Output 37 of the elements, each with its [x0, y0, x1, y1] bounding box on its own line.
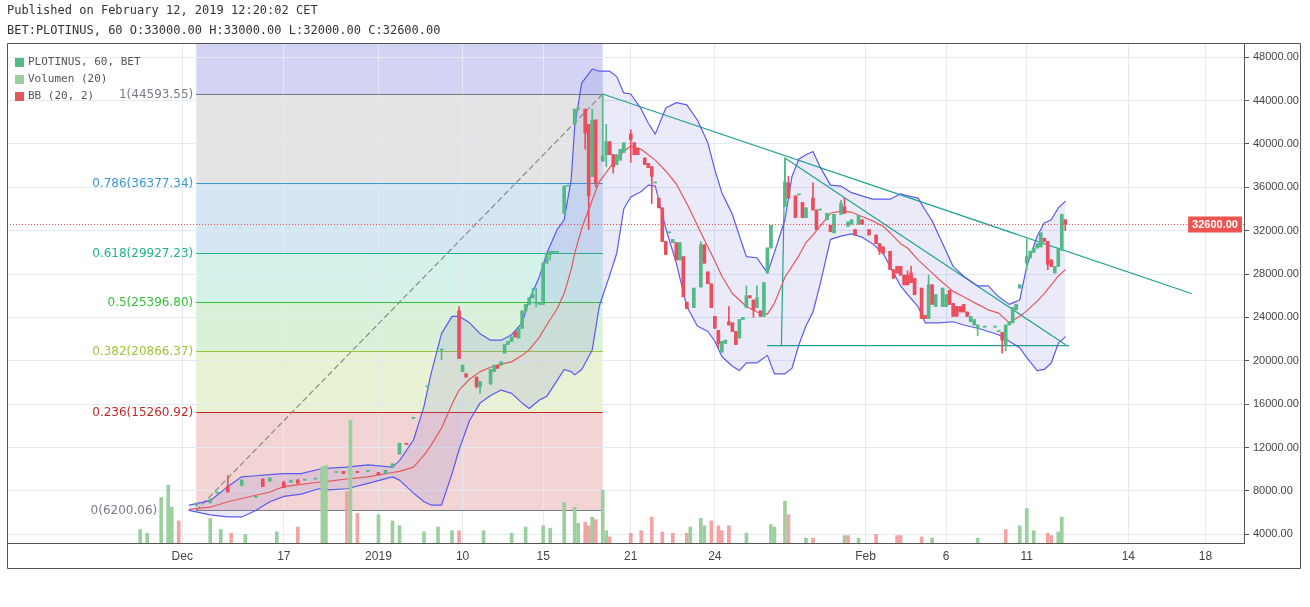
legend-label: PLOTINUS, 60, BET	[28, 54, 141, 68]
x-tick-label: 15	[536, 548, 551, 563]
y-tick-label: 4000.00	[1253, 527, 1293, 540]
ref-line-label: 0.236(15260.92)	[92, 404, 194, 419]
ref-line-label: 1(44593.55)	[118, 86, 194, 101]
x-tick-label: Dec	[171, 548, 193, 563]
ref-line-label: 0.786(36377.34)	[92, 175, 194, 190]
legend-label: BB (20, 2)	[28, 88, 95, 102]
x-tick-label: 11	[1020, 548, 1034, 563]
x-tick-label: 6	[942, 548, 950, 563]
chart-title: BET:PLOTINUS, 60 O:33000.00 H:33000.00 L:32000.00 C:32600.00	[7, 23, 441, 37]
y-tick-label: 8000.00	[1253, 483, 1293, 496]
x-tick-label: 2019	[365, 548, 393, 563]
y-tick-label: 24000.00	[1253, 310, 1299, 323]
y-tick-label: 44000.00	[1253, 93, 1299, 106]
ref-line-label: 0.382(20866.37)	[92, 343, 194, 358]
x-tick-label: 21	[624, 548, 638, 563]
y-tick-label: 16000.00	[1253, 397, 1299, 410]
ref-line-label: 0.618(29927.23)	[92, 245, 194, 260]
y-tick-label: 20000.00	[1253, 353, 1299, 366]
x-tick-label: 17	[277, 548, 291, 563]
y-tick-label: 40000.00	[1253, 136, 1299, 149]
legend-label: Volumen (20)	[28, 71, 108, 85]
ref-line-label: 32600.00	[1192, 218, 1238, 231]
y-tick-label: 32000.00	[1253, 223, 1299, 236]
x-tick-label: 10	[455, 548, 470, 563]
y-tick-label: 48000.00	[1253, 50, 1299, 63]
text: Published on February 12, 2019 12:20:02 CET	[7, 3, 318, 17]
y-tick-label: 12000.00	[1253, 440, 1299, 453]
ref-line-label: 0(6200.06)	[90, 502, 158, 517]
y-tick-label: 28000.00	[1253, 267, 1299, 280]
x-tick-label: 24	[708, 548, 722, 563]
x-tick-label: 14	[1121, 548, 1136, 563]
y-tick-label: 36000.00	[1253, 180, 1299, 193]
ref-line-label: 0.5(25396.80)	[107, 294, 194, 309]
x-tick-label: 18	[1198, 548, 1213, 563]
x-tick-label: Feb	[855, 548, 877, 563]
